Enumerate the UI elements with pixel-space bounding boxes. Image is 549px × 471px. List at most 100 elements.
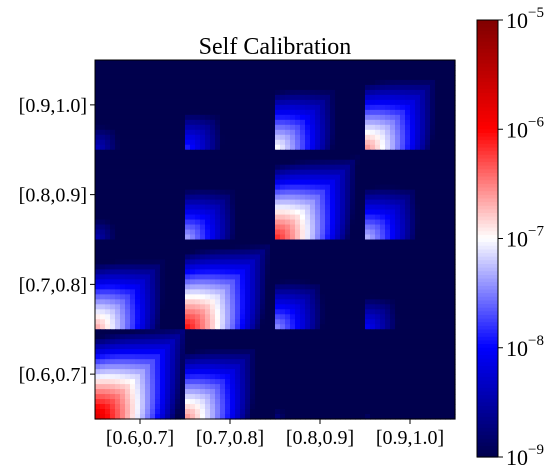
heatmap-cell [315, 184, 321, 191]
heatmap-cell [135, 104, 141, 111]
heatmap-cell [260, 64, 266, 71]
heatmap-cell [200, 79, 206, 86]
heatmap-cell [160, 384, 166, 390]
heatmap-cell [290, 254, 296, 261]
heatmap-cell [165, 204, 171, 211]
heatmap-cell [230, 139, 236, 146]
heatmap-cell [245, 244, 251, 251]
heatmap-cell [280, 209, 286, 216]
heatmap-cell [210, 164, 216, 171]
heatmap-cell [440, 64, 446, 71]
heatmap-cell [385, 89, 391, 96]
heatmap-cell [105, 369, 111, 375]
heatmap-cell [400, 174, 406, 181]
heatmap-cell [265, 234, 271, 241]
heatmap-cell [305, 414, 311, 420]
heatmap-cell [375, 189, 381, 196]
heatmap-cell [390, 129, 396, 136]
heatmap-cell [305, 379, 311, 385]
heatmap-cell [315, 304, 321, 310]
heatmap-cell [415, 94, 421, 101]
heatmap-cell [445, 259, 451, 266]
heatmap-cell [430, 309, 436, 315]
heatmap-cell [175, 414, 181, 420]
heatmap-cell [305, 184, 311, 191]
heatmap-cell [445, 124, 451, 131]
heatmap-cell [120, 329, 126, 335]
heatmap-cell [380, 179, 386, 186]
heatmap-cell [280, 164, 286, 171]
heatmap-cell [300, 104, 306, 111]
heatmap-cell [105, 274, 111, 280]
heatmap-cell [245, 149, 251, 156]
heatmap-cell [225, 139, 231, 146]
heatmap-cell [390, 404, 396, 410]
heatmap-cell [210, 139, 216, 146]
heatmap-cell [165, 244, 171, 251]
heatmap-cell [120, 169, 126, 176]
heatmap-cell [360, 284, 366, 290]
heatmap-cell [275, 339, 281, 345]
heatmap-cell [400, 60, 406, 66]
heatmap-cell [175, 259, 181, 266]
heatmap-cell [350, 229, 356, 236]
heatmap-cell [260, 334, 266, 340]
heatmap-cell [155, 384, 161, 390]
heatmap-cell [405, 199, 411, 206]
heatmap-cell [135, 269, 141, 276]
heatmap-cell [215, 269, 221, 276]
heatmap-cell [220, 129, 226, 136]
heatmap-cell [310, 264, 316, 271]
heatmap-cell [205, 99, 211, 106]
heatmap-cell [100, 69, 106, 76]
heatmap-cell [245, 219, 251, 226]
heatmap-cell [175, 139, 181, 146]
heatmap-cell [230, 209, 236, 216]
heatmap-cell [135, 329, 141, 335]
heatmap-cell [370, 99, 376, 106]
heatmap-cell [100, 79, 106, 86]
heatmap-cell [400, 219, 406, 226]
heatmap-cell [280, 389, 286, 395]
heatmap-cell [195, 134, 201, 141]
heatmap-cell [255, 399, 261, 405]
heatmap-cell [105, 169, 111, 176]
heatmap-cell [425, 299, 431, 305]
heatmap-cell [295, 179, 301, 186]
heatmap-cell [425, 169, 431, 176]
heatmap-cell [315, 129, 321, 136]
heatmap-cell [350, 294, 356, 300]
heatmap-cell [370, 164, 376, 171]
heatmap-cell [365, 249, 371, 256]
heatmap-cell [120, 244, 126, 251]
heatmap-cell [215, 409, 221, 415]
heatmap-cell [200, 314, 206, 320]
heatmap-cell [135, 354, 141, 360]
heatmap-cell [190, 254, 196, 261]
heatmap-cell [285, 169, 291, 176]
heatmap-cell [175, 249, 181, 256]
heatmap-cell [275, 199, 281, 206]
heatmap-cell [270, 384, 276, 390]
heatmap-cell [280, 174, 286, 181]
heatmap-cell [385, 304, 391, 310]
heatmap-cell [130, 294, 136, 300]
heatmap-cell [170, 309, 176, 315]
heatmap-cell [170, 319, 176, 325]
heatmap-cell [235, 114, 241, 121]
heatmap-cell [210, 134, 216, 141]
heatmap-cell [440, 189, 446, 196]
heatmap-cell [185, 384, 191, 390]
heatmap-cell [325, 259, 331, 266]
heatmap-cell [355, 74, 361, 81]
heatmap-cell [140, 109, 146, 116]
heatmap-cell [420, 204, 426, 211]
heatmap-cell [295, 264, 301, 271]
heatmap-cell [215, 384, 221, 390]
heatmap-cell [150, 324, 156, 330]
heatmap-cell [110, 159, 116, 166]
heatmap-cell [235, 79, 241, 86]
heatmap-cell [345, 209, 351, 216]
heatmap-cell [365, 169, 371, 176]
heatmap-cell [145, 334, 151, 340]
